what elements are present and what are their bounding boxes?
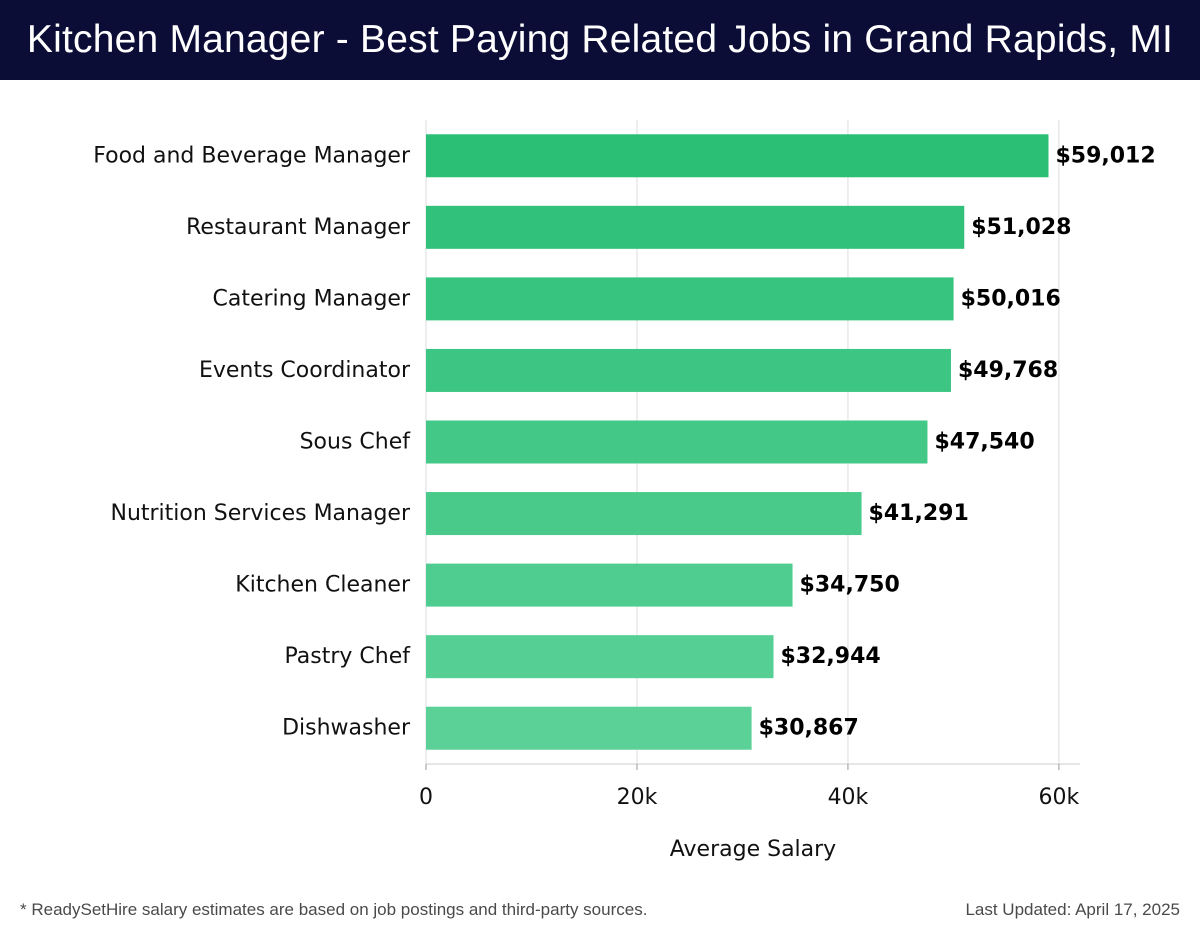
value-label: $32,944 (781, 644, 881, 669)
value-labels: $59,012 $51,028 $50,016 $49,768 $47,540 $41,2… (759, 143, 1156, 740)
bar (426, 348, 951, 392)
bar (426, 635, 774, 679)
bar (426, 706, 752, 750)
bar (426, 492, 862, 536)
bars (426, 134, 1049, 750)
x-tick-label: 20k (617, 785, 658, 810)
value-label: $49,768 (958, 358, 1058, 383)
category-label: Dishwasher (282, 716, 411, 741)
value-label: $30,867 (759, 716, 859, 741)
category-label: Sous Chef (300, 430, 412, 455)
footer: * ReadySetHire salary estimates are base… (0, 900, 1200, 926)
bar-chart: Food and Beverage Manager Restaurant Mana… (93, 120, 1156, 862)
x-tick-label: 0 (419, 785, 433, 810)
title-bar: Kitchen Manager - Best Paying Related Jo… (0, 0, 1200, 80)
x-axis-title: Average Salary (670, 837, 836, 862)
bar (426, 205, 965, 249)
category-labels: Food and Beverage Manager Restaurant Mana… (93, 143, 411, 740)
value-label: $34,750 (800, 573, 900, 598)
category-label: Nutrition Services Manager (110, 501, 410, 526)
last-updated: Last Updated: April 17, 2025 (965, 900, 1180, 919)
category-label: Kitchen Cleaner (235, 573, 411, 598)
category-label: Restaurant Manager (186, 215, 411, 240)
category-label: Pastry Chef (285, 644, 412, 669)
x-tick-label: 40k (828, 785, 869, 810)
bar (426, 134, 1049, 178)
value-label: $59,012 (1055, 143, 1155, 168)
value-label: $41,291 (869, 501, 969, 526)
category-label: Food and Beverage Manager (93, 143, 411, 168)
category-label: Catering Manager (213, 286, 411, 311)
category-label: Events Coordinator (199, 358, 411, 383)
value-label: $50,016 (961, 286, 1061, 311)
bar (426, 563, 793, 607)
x-axis: 0 20k 40k 60k (419, 763, 1080, 810)
x-tick-label: 60k (1039, 785, 1080, 810)
footer-note: * ReadySetHire salary estimates are base… (20, 900, 648, 919)
chart-title: Kitchen Manager - Best Paying Related Jo… (26, 18, 1174, 61)
bar (426, 277, 954, 321)
value-label: $47,540 (934, 430, 1034, 455)
value-label: $51,028 (971, 215, 1071, 240)
bar (426, 420, 928, 464)
